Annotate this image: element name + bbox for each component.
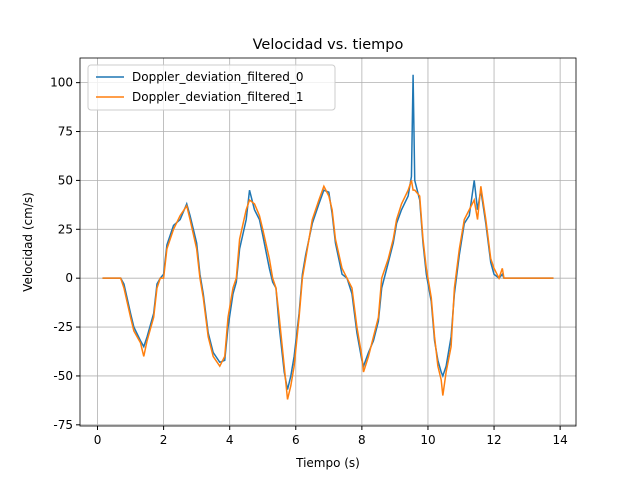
y-axis-label: Velocidad (cm/s) (21, 192, 35, 292)
legend-box (87, 64, 336, 111)
x-tick-label: 6 (292, 433, 300, 447)
y-tick-label: -75 (53, 418, 73, 432)
y-tick-label: 75 (58, 125, 73, 139)
x-tick-label: 10 (420, 433, 435, 447)
x-tick-label: 2 (160, 433, 168, 447)
x-tick-label: 4 (226, 433, 234, 447)
legend-label: Doppler_deviation_filtered_0 (132, 70, 304, 84)
y-tick-label: -50 (53, 369, 73, 383)
x-tick-label: 8 (358, 433, 366, 447)
series-line (102, 74, 554, 390)
y-tick-label: 50 (58, 173, 73, 187)
chart-title: Velocidad vs. tiempo (253, 37, 404, 53)
y-tick-label: 25 (58, 222, 73, 236)
series-line (102, 180, 554, 400)
x-tick-label: 12 (486, 433, 501, 447)
x-axis-label: Tiempo (s) (295, 456, 360, 470)
plot-frame (79, 57, 577, 427)
y-tick-label: 100 (50, 76, 73, 90)
y-tick-label: -25 (53, 320, 73, 334)
legend-label: Doppler_deviation_filtered_1 (132, 90, 304, 104)
x-tick-label: 14 (552, 433, 567, 447)
x-tick-label: 0 (94, 433, 102, 447)
y-tick-label: 0 (65, 271, 73, 285)
